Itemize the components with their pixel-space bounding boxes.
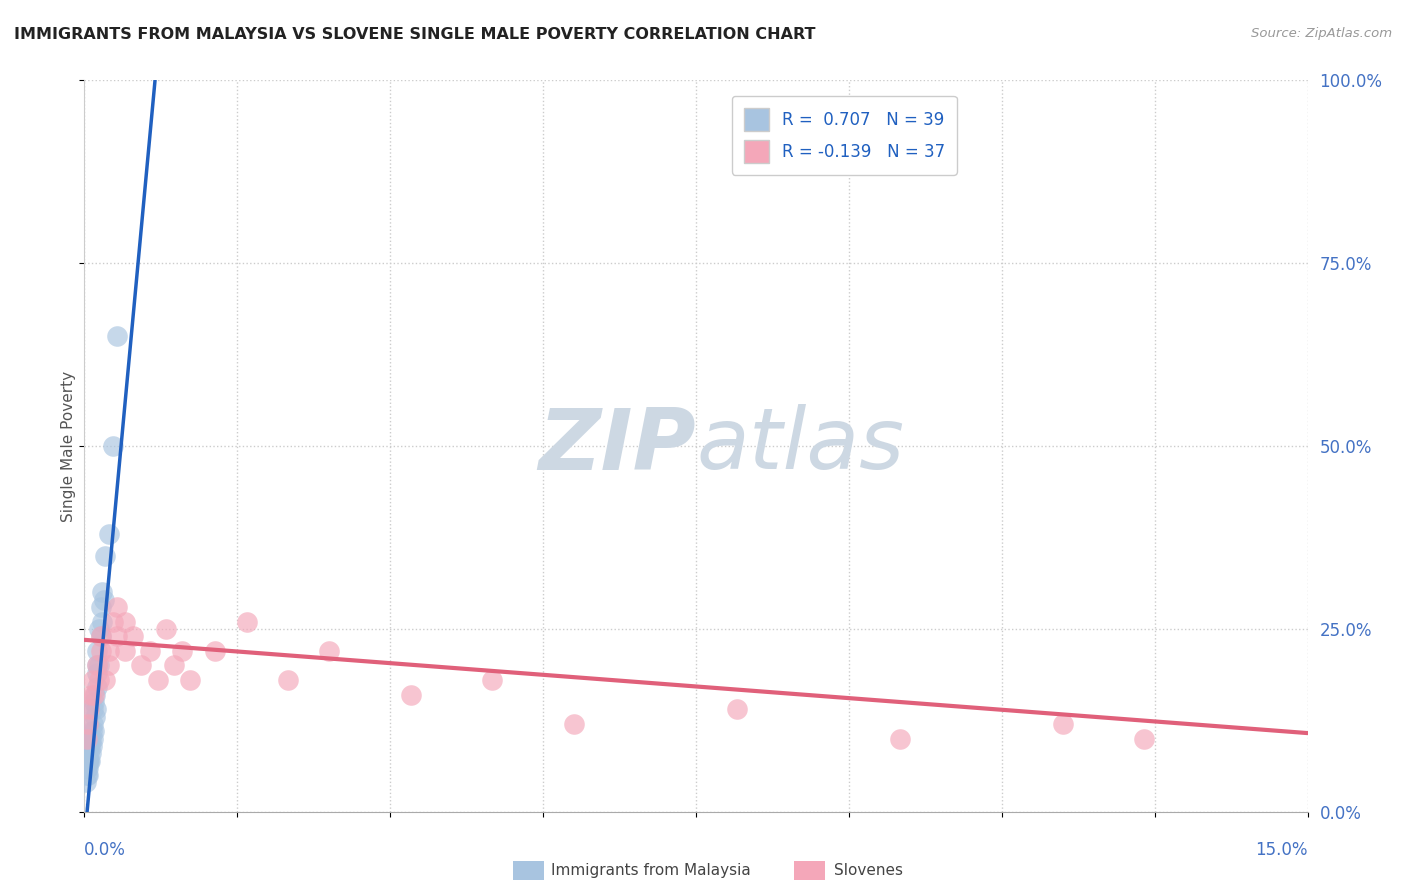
Point	[1133, 731, 1156, 746]
Point	[97, 644, 120, 658]
Point	[725, 702, 748, 716]
Point	[86, 658, 108, 673]
Point	[76, 768, 98, 782]
Text: atlas: atlas	[696, 404, 904, 488]
Point	[79, 739, 101, 753]
Point	[146, 673, 169, 687]
Point	[86, 644, 108, 658]
Point	[122, 629, 145, 643]
Point	[82, 731, 104, 746]
Point	[80, 746, 103, 760]
Point	[93, 549, 117, 563]
Point	[77, 717, 100, 731]
Point	[82, 717, 104, 731]
Point	[155, 622, 177, 636]
Point	[318, 644, 340, 658]
Text: IMMIGRANTS FROM MALAYSIA VS SLOVENE SINGLE MALE POVERTY CORRELATION CHART: IMMIGRANTS FROM MALAYSIA VS SLOVENE SING…	[14, 27, 815, 42]
Point	[399, 688, 422, 702]
Point	[105, 599, 128, 614]
Point	[76, 731, 98, 746]
Point	[87, 658, 110, 673]
Point	[77, 754, 100, 768]
Point	[84, 709, 107, 723]
Point	[91, 585, 114, 599]
Point	[97, 526, 120, 541]
Point	[90, 644, 112, 658]
Point	[204, 644, 226, 658]
Text: Source: ZipAtlas.com: Source: ZipAtlas.com	[1251, 27, 1392, 40]
Point	[87, 622, 110, 636]
Point	[172, 644, 194, 658]
Text: ZIP: ZIP	[538, 404, 696, 488]
Point	[82, 673, 104, 687]
Point	[86, 665, 108, 680]
Point	[90, 629, 112, 643]
Point	[114, 615, 136, 629]
Point	[75, 775, 97, 789]
Point	[82, 702, 104, 716]
Point	[93, 592, 115, 607]
Point	[80, 739, 103, 753]
Point	[80, 688, 103, 702]
Point	[131, 658, 153, 673]
Point	[97, 658, 120, 673]
Point	[101, 615, 124, 629]
Point	[105, 329, 128, 343]
Point	[83, 695, 105, 709]
Point	[236, 615, 259, 629]
Text: 15.0%: 15.0%	[1256, 841, 1308, 859]
Y-axis label: Single Male Poverty: Single Male Poverty	[60, 370, 76, 522]
Point	[93, 673, 117, 687]
Point	[79, 754, 101, 768]
Point	[84, 688, 107, 702]
Point	[86, 681, 108, 695]
Point	[80, 724, 103, 739]
Point	[77, 754, 100, 768]
Text: Slovenes: Slovenes	[834, 863, 903, 878]
Point	[481, 673, 503, 687]
Point	[90, 599, 112, 614]
Point	[277, 673, 299, 687]
Point	[76, 761, 98, 775]
Point	[76, 754, 98, 768]
Point	[1052, 717, 1074, 731]
Point	[163, 658, 186, 673]
Point	[179, 673, 201, 687]
Point	[91, 615, 114, 629]
Point	[86, 658, 108, 673]
Text: 0.0%: 0.0%	[84, 841, 127, 859]
Point	[77, 761, 100, 775]
Point	[76, 768, 98, 782]
Point	[90, 629, 112, 643]
Point	[138, 644, 160, 658]
Point	[77, 746, 100, 760]
Point	[77, 702, 100, 716]
Text: Immigrants from Malaysia: Immigrants from Malaysia	[551, 863, 751, 878]
Point	[562, 717, 585, 731]
Point	[87, 673, 110, 687]
Point	[105, 629, 128, 643]
Point	[101, 439, 124, 453]
Point	[84, 702, 107, 716]
Point	[83, 724, 105, 739]
Point	[83, 688, 105, 702]
Point	[77, 739, 100, 753]
Point	[889, 731, 911, 746]
Point	[80, 731, 103, 746]
Point	[114, 644, 136, 658]
Legend: R =  0.707   N = 39, R = -0.139   N = 37: R = 0.707 N = 39, R = -0.139 N = 37	[733, 96, 956, 175]
